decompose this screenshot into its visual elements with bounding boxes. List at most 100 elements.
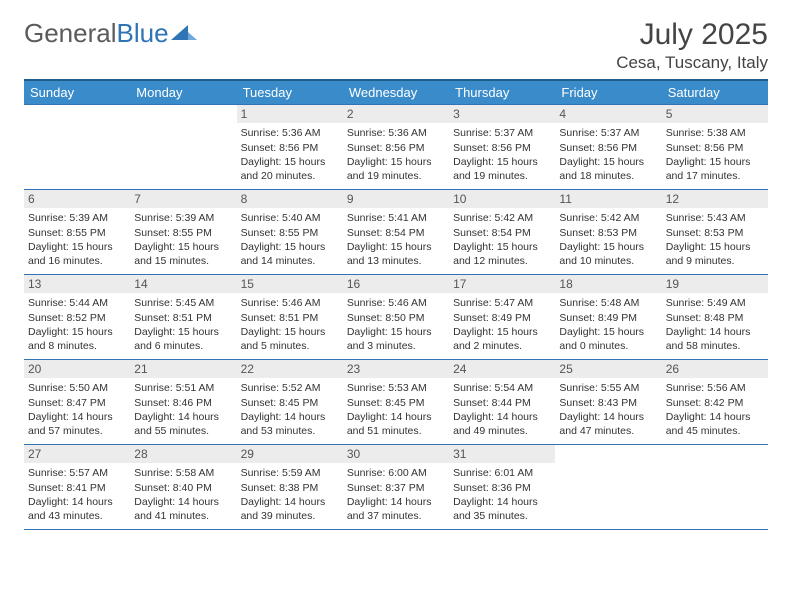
weekday-header: Monday bbox=[130, 80, 236, 105]
day-number: 16 bbox=[343, 275, 449, 293]
day-details: Sunrise: 5:42 AMSunset: 8:53 PMDaylight:… bbox=[555, 208, 661, 270]
calendar-day-cell: 2Sunrise: 5:36 AMSunset: 8:56 PMDaylight… bbox=[343, 105, 449, 190]
calendar-day-cell: 4Sunrise: 5:37 AMSunset: 8:56 PMDaylight… bbox=[555, 105, 661, 190]
location-label: Cesa, Tuscany, Italy bbox=[616, 53, 768, 73]
day-details: Sunrise: 5:39 AMSunset: 8:55 PMDaylight:… bbox=[130, 208, 236, 270]
calendar-day-cell: 28Sunrise: 5:58 AMSunset: 8:40 PMDayligh… bbox=[130, 445, 236, 530]
calendar-day-cell bbox=[555, 445, 661, 530]
calendar-day-cell: 7Sunrise: 5:39 AMSunset: 8:55 PMDaylight… bbox=[130, 190, 236, 275]
day-number: 2 bbox=[343, 105, 449, 123]
calendar-day-cell: 6Sunrise: 5:39 AMSunset: 8:55 PMDaylight… bbox=[24, 190, 130, 275]
day-details: Sunrise: 5:52 AMSunset: 8:45 PMDaylight:… bbox=[237, 378, 343, 440]
calendar-day-cell: 27Sunrise: 5:57 AMSunset: 8:41 PMDayligh… bbox=[24, 445, 130, 530]
day-number: 8 bbox=[237, 190, 343, 208]
day-details: Sunrise: 5:45 AMSunset: 8:51 PMDaylight:… bbox=[130, 293, 236, 355]
day-number: 25 bbox=[555, 360, 661, 378]
day-number: 13 bbox=[24, 275, 130, 293]
day-number: 31 bbox=[449, 445, 555, 463]
calendar-day-cell: 10Sunrise: 5:42 AMSunset: 8:54 PMDayligh… bbox=[449, 190, 555, 275]
day-details: Sunrise: 5:58 AMSunset: 8:40 PMDaylight:… bbox=[130, 463, 236, 525]
calendar-day-cell: 30Sunrise: 6:00 AMSunset: 8:37 PMDayligh… bbox=[343, 445, 449, 530]
day-number: 27 bbox=[24, 445, 130, 463]
day-details: Sunrise: 5:59 AMSunset: 8:38 PMDaylight:… bbox=[237, 463, 343, 525]
weekday-header: Wednesday bbox=[343, 80, 449, 105]
day-details: Sunrise: 5:44 AMSunset: 8:52 PMDaylight:… bbox=[24, 293, 130, 355]
day-number: 24 bbox=[449, 360, 555, 378]
calendar-day-cell: 18Sunrise: 5:48 AMSunset: 8:49 PMDayligh… bbox=[555, 275, 661, 360]
calendar-day-cell: 3Sunrise: 5:37 AMSunset: 8:56 PMDaylight… bbox=[449, 105, 555, 190]
calendar-day-cell bbox=[130, 105, 236, 190]
day-details: Sunrise: 5:36 AMSunset: 8:56 PMDaylight:… bbox=[343, 123, 449, 185]
calendar-table: Sunday Monday Tuesday Wednesday Thursday… bbox=[24, 79, 768, 530]
day-number: 3 bbox=[449, 105, 555, 123]
logo-triangle-icon bbox=[171, 22, 197, 40]
day-number: 14 bbox=[130, 275, 236, 293]
calendar-day-cell: 14Sunrise: 5:45 AMSunset: 8:51 PMDayligh… bbox=[130, 275, 236, 360]
day-details: Sunrise: 5:53 AMSunset: 8:45 PMDaylight:… bbox=[343, 378, 449, 440]
day-number: 19 bbox=[662, 275, 768, 293]
day-details: Sunrise: 5:54 AMSunset: 8:44 PMDaylight:… bbox=[449, 378, 555, 440]
day-number: 18 bbox=[555, 275, 661, 293]
calendar-day-cell: 9Sunrise: 5:41 AMSunset: 8:54 PMDaylight… bbox=[343, 190, 449, 275]
calendar-day-cell: 26Sunrise: 5:56 AMSunset: 8:42 PMDayligh… bbox=[662, 360, 768, 445]
day-number: 23 bbox=[343, 360, 449, 378]
calendar-day-cell: 25Sunrise: 5:55 AMSunset: 8:43 PMDayligh… bbox=[555, 360, 661, 445]
calendar-day-cell: 8Sunrise: 5:40 AMSunset: 8:55 PMDaylight… bbox=[237, 190, 343, 275]
brand-part2: Blue bbox=[117, 18, 169, 49]
calendar-day-cell: 19Sunrise: 5:49 AMSunset: 8:48 PMDayligh… bbox=[662, 275, 768, 360]
calendar-day-cell: 21Sunrise: 5:51 AMSunset: 8:46 PMDayligh… bbox=[130, 360, 236, 445]
day-number: 12 bbox=[662, 190, 768, 208]
calendar-day-cell: 22Sunrise: 5:52 AMSunset: 8:45 PMDayligh… bbox=[237, 360, 343, 445]
day-details: Sunrise: 6:00 AMSunset: 8:37 PMDaylight:… bbox=[343, 463, 449, 525]
calendar-day-cell: 31Sunrise: 6:01 AMSunset: 8:36 PMDayligh… bbox=[449, 445, 555, 530]
calendar-week-row: 13Sunrise: 5:44 AMSunset: 8:52 PMDayligh… bbox=[24, 275, 768, 360]
day-number: 5 bbox=[662, 105, 768, 123]
day-number: 22 bbox=[237, 360, 343, 378]
day-number: 28 bbox=[130, 445, 236, 463]
day-number: 26 bbox=[662, 360, 768, 378]
calendar-day-cell: 29Sunrise: 5:59 AMSunset: 8:38 PMDayligh… bbox=[237, 445, 343, 530]
calendar-day-cell: 12Sunrise: 5:43 AMSunset: 8:53 PMDayligh… bbox=[662, 190, 768, 275]
day-number: 6 bbox=[24, 190, 130, 208]
weekday-header: Sunday bbox=[24, 80, 130, 105]
day-details: Sunrise: 5:41 AMSunset: 8:54 PMDaylight:… bbox=[343, 208, 449, 270]
day-number: 30 bbox=[343, 445, 449, 463]
day-details: Sunrise: 5:55 AMSunset: 8:43 PMDaylight:… bbox=[555, 378, 661, 440]
calendar-day-cell bbox=[24, 105, 130, 190]
day-details: Sunrise: 5:39 AMSunset: 8:55 PMDaylight:… bbox=[24, 208, 130, 270]
day-number: 4 bbox=[555, 105, 661, 123]
calendar-day-cell: 24Sunrise: 5:54 AMSunset: 8:44 PMDayligh… bbox=[449, 360, 555, 445]
day-details: Sunrise: 5:57 AMSunset: 8:41 PMDaylight:… bbox=[24, 463, 130, 525]
calendar-day-cell: 13Sunrise: 5:44 AMSunset: 8:52 PMDayligh… bbox=[24, 275, 130, 360]
day-details: Sunrise: 5:38 AMSunset: 8:56 PMDaylight:… bbox=[662, 123, 768, 185]
day-number: 15 bbox=[237, 275, 343, 293]
month-title: July 2025 bbox=[616, 18, 768, 51]
day-details: Sunrise: 5:46 AMSunset: 8:51 PMDaylight:… bbox=[237, 293, 343, 355]
weekday-header: Saturday bbox=[662, 80, 768, 105]
weekday-header: Friday bbox=[555, 80, 661, 105]
weekday-header: Tuesday bbox=[237, 80, 343, 105]
day-details: Sunrise: 5:47 AMSunset: 8:49 PMDaylight:… bbox=[449, 293, 555, 355]
day-details: Sunrise: 5:46 AMSunset: 8:50 PMDaylight:… bbox=[343, 293, 449, 355]
day-details: Sunrise: 5:43 AMSunset: 8:53 PMDaylight:… bbox=[662, 208, 768, 270]
day-details: Sunrise: 5:56 AMSunset: 8:42 PMDaylight:… bbox=[662, 378, 768, 440]
day-number: 10 bbox=[449, 190, 555, 208]
day-details: Sunrise: 5:51 AMSunset: 8:46 PMDaylight:… bbox=[130, 378, 236, 440]
calendar-day-cell: 20Sunrise: 5:50 AMSunset: 8:47 PMDayligh… bbox=[24, 360, 130, 445]
weekday-header-row: Sunday Monday Tuesday Wednesday Thursday… bbox=[24, 80, 768, 105]
calendar-day-cell: 17Sunrise: 5:47 AMSunset: 8:49 PMDayligh… bbox=[449, 275, 555, 360]
calendar-day-cell: 15Sunrise: 5:46 AMSunset: 8:51 PMDayligh… bbox=[237, 275, 343, 360]
calendar-day-cell: 1Sunrise: 5:36 AMSunset: 8:56 PMDaylight… bbox=[237, 105, 343, 190]
brand-part1: General bbox=[24, 18, 117, 49]
calendar-week-row: 6Sunrise: 5:39 AMSunset: 8:55 PMDaylight… bbox=[24, 190, 768, 275]
weekday-header: Thursday bbox=[449, 80, 555, 105]
calendar-day-cell: 16Sunrise: 5:46 AMSunset: 8:50 PMDayligh… bbox=[343, 275, 449, 360]
day-number: 29 bbox=[237, 445, 343, 463]
day-details: Sunrise: 5:50 AMSunset: 8:47 PMDaylight:… bbox=[24, 378, 130, 440]
day-number: 20 bbox=[24, 360, 130, 378]
day-number: 21 bbox=[130, 360, 236, 378]
day-number: 7 bbox=[130, 190, 236, 208]
day-details: Sunrise: 5:48 AMSunset: 8:49 PMDaylight:… bbox=[555, 293, 661, 355]
day-number: 11 bbox=[555, 190, 661, 208]
calendar-day-cell bbox=[662, 445, 768, 530]
